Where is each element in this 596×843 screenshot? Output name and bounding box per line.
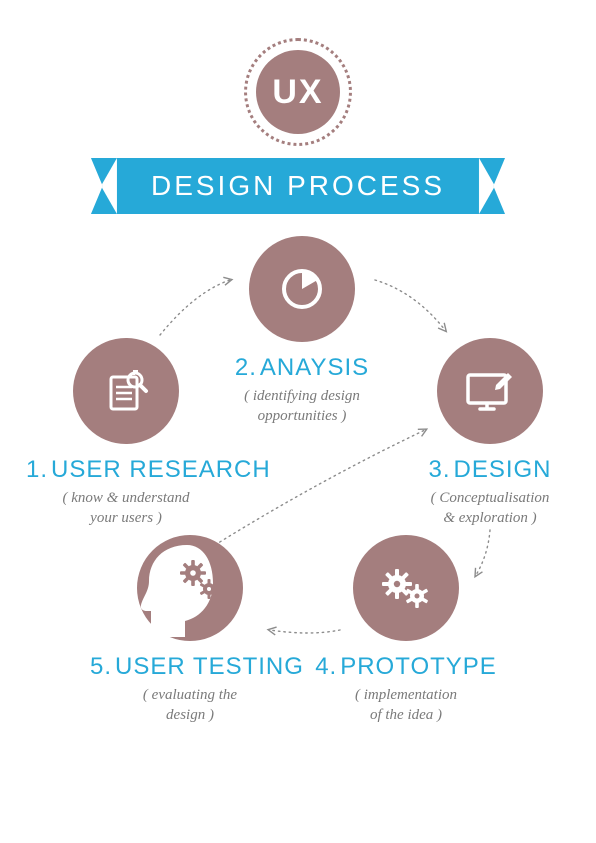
stage-circle <box>73 338 179 444</box>
stage-title: 1.USER RESEARCH <box>26 456 226 484</box>
stage-subtitle: ( implementation of the idea ) <box>306 685 506 726</box>
stage-number: 1. <box>26 456 48 483</box>
arrowhead-1 <box>438 323 449 334</box>
pie-slice-icon <box>274 261 330 317</box>
stage-number: 2. <box>235 354 257 381</box>
stage-number: 3. <box>428 456 450 483</box>
stage-title-text: DESIGN <box>454 456 552 483</box>
stage-subtitle: ( Conceptualisation & exploration ) <box>390 488 590 529</box>
stage-title: 3.DESIGN <box>390 456 590 484</box>
stage-circle <box>353 535 459 641</box>
stage-circle <box>137 535 243 641</box>
document-search-icon <box>98 363 154 419</box>
stage-sub-line2: your users ) <box>90 510 162 526</box>
stage-sub-line2: opportunities ) <box>258 408 347 424</box>
stage-sub-line2: of the idea ) <box>370 707 442 723</box>
stage-number: 5. <box>90 653 112 680</box>
stage-title: 4.PROTOTYPE <box>306 653 506 681</box>
stage-design: 3.DESIGN ( Conceptualisation & explorati… <box>390 338 590 529</box>
stage-user-research: 1.USER RESEARCH ( know & understand your… <box>26 338 226 529</box>
stage-title-text: ANAYSIS <box>260 354 369 381</box>
stage-subtitle: ( know & understand your users ) <box>26 488 226 529</box>
head-gears-icon <box>135 539 225 639</box>
stage-sub-line1: ( identifying design <box>244 388 360 404</box>
stage-sub-line1: ( implementation <box>355 687 457 703</box>
stage-number: 4. <box>315 653 337 680</box>
stage-sub-line1: ( Conceptualisation <box>431 490 550 506</box>
stage-subtitle: ( evaluating the design ) <box>90 685 290 726</box>
stage-title-text: PROTOTYPE <box>340 653 497 680</box>
stage-title: 2.ANAYSIS <box>202 354 402 382</box>
stage-circle <box>437 338 543 444</box>
stage-subtitle: ( identifying design opportunities ) <box>202 386 402 427</box>
stage-sub-line2: & exploration ) <box>443 510 536 526</box>
double-gear-icon <box>375 560 437 616</box>
stage-title: 5.USER TESTING <box>90 653 290 681</box>
stage-sub-line1: ( evaluating the <box>143 687 237 703</box>
screen-pen-icon <box>460 363 520 419</box>
stage-title-text: USER RESEARCH <box>51 456 271 483</box>
stage-analysis: 2.ANAYSIS ( identifying design opportuni… <box>202 236 402 427</box>
stage-sub-line2: design ) <box>166 707 214 723</box>
stage-title-text: USER TESTING <box>115 653 304 680</box>
stage-sub-line1: ( know & understand <box>62 490 189 506</box>
stage-circle <box>249 236 355 342</box>
stage-user-testing: 5.USER TESTING ( evaluating the design ) <box>90 535 290 726</box>
stage-prototype: 4.PROTOTYPE ( implementation of the idea… <box>306 535 506 726</box>
